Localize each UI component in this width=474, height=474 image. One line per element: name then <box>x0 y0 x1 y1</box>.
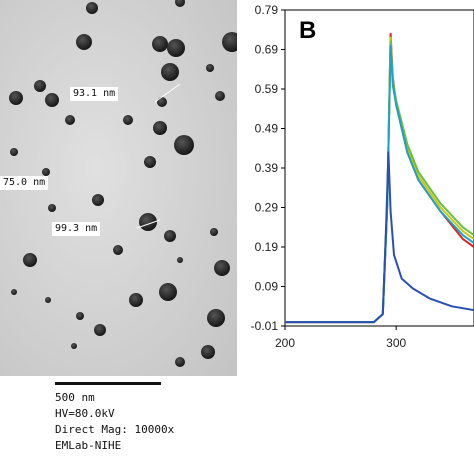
plot-frame <box>284 9 474 327</box>
panel-label: B <box>299 17 316 44</box>
chart-svg: 0.79 0.69 0.59 0.49 0.39 0.29 0.19 0.09 -0.01 20… <box>251 3 474 350</box>
measure-line-1 <box>154 83 181 103</box>
nanoparticle <box>76 312 84 320</box>
y-tick-label: 0.09 <box>255 280 279 294</box>
measurement-label-2: 75.0 nm <box>0 176 49 190</box>
y-tick-label: 0.19 <box>255 240 279 254</box>
nanoparticle <box>11 289 17 295</box>
nanoparticle <box>215 91 225 101</box>
nanoparticle <box>161 63 179 81</box>
nanoparticle <box>167 39 185 57</box>
nanoparticle <box>177 257 183 263</box>
nanoparticle <box>159 283 177 301</box>
nanoparticle <box>201 345 215 359</box>
nanoparticle <box>9 91 23 105</box>
nanoparticle <box>139 213 157 231</box>
nanoparticle <box>123 115 133 125</box>
scale-bar <box>55 382 161 385</box>
series-line-5 <box>285 151 474 324</box>
nanoparticle <box>34 80 46 92</box>
nanoparticle <box>113 245 123 255</box>
nanoparticle <box>214 260 230 276</box>
nanoparticle <box>174 135 194 155</box>
nanoparticle <box>48 204 56 212</box>
scale-label: 500 nm <box>55 391 95 404</box>
nanoparticle <box>210 228 218 236</box>
nanoparticle <box>164 230 176 242</box>
nanoparticle <box>86 2 98 14</box>
nanoparticle <box>153 121 167 135</box>
tem-info-block: 500 nm HV=80.0kV Direct Mag: 10000x EMLa… <box>55 382 225 454</box>
y-tick-label: 0.49 <box>255 122 279 136</box>
nanoparticle <box>157 97 167 107</box>
nanoparticle <box>129 293 143 307</box>
nanoparticle <box>152 36 168 52</box>
magnification-info: Direct Mag: 10000x <box>55 423 175 436</box>
measurement-label-3: 99.3 nm <box>52 222 101 236</box>
nanoparticle <box>222 32 237 52</box>
nanoparticle <box>45 297 51 303</box>
y-tick-label: 0.69 <box>255 43 279 57</box>
nanoparticle <box>10 148 18 156</box>
nanoparticle <box>65 115 75 125</box>
nanoparticle <box>71 343 77 349</box>
hv-info: HV=80.0kV <box>55 407 115 420</box>
nanoparticle <box>207 309 225 327</box>
x-tick-label: 200 <box>275 336 295 350</box>
nanoparticle <box>45 93 59 107</box>
nanoparticle <box>76 34 92 50</box>
nanoparticle <box>92 194 104 206</box>
spectrum-chart: 0.79 0.69 0.59 0.49 0.39 0.29 0.19 0.09 -0.01 20… <box>237 0 474 376</box>
y-tick-label: -0.01 <box>251 319 279 333</box>
measurement-label-1: 93.1 nm <box>70 87 119 101</box>
y-tick-label: 0.29 <box>255 201 279 215</box>
nanoparticle <box>175 357 185 367</box>
measure-line-3 <box>136 219 161 229</box>
tem-micrograph: 93.1 nm 75.0 nm 99.3 nm <box>0 0 237 376</box>
y-tick-label: 0.59 <box>255 82 279 96</box>
y-tick-label: 0.79 <box>255 3 279 17</box>
lab-info: EMLab-NIHE <box>55 439 122 452</box>
nanoparticle <box>42 168 50 176</box>
nanoparticle <box>23 253 37 267</box>
x-tick-label: 300 <box>386 336 406 350</box>
nanoparticle <box>206 64 214 72</box>
nanoparticle <box>144 156 156 168</box>
nanoparticle <box>175 0 185 7</box>
nanoparticle <box>94 324 106 336</box>
y-tick-label: 0.39 <box>255 161 279 175</box>
